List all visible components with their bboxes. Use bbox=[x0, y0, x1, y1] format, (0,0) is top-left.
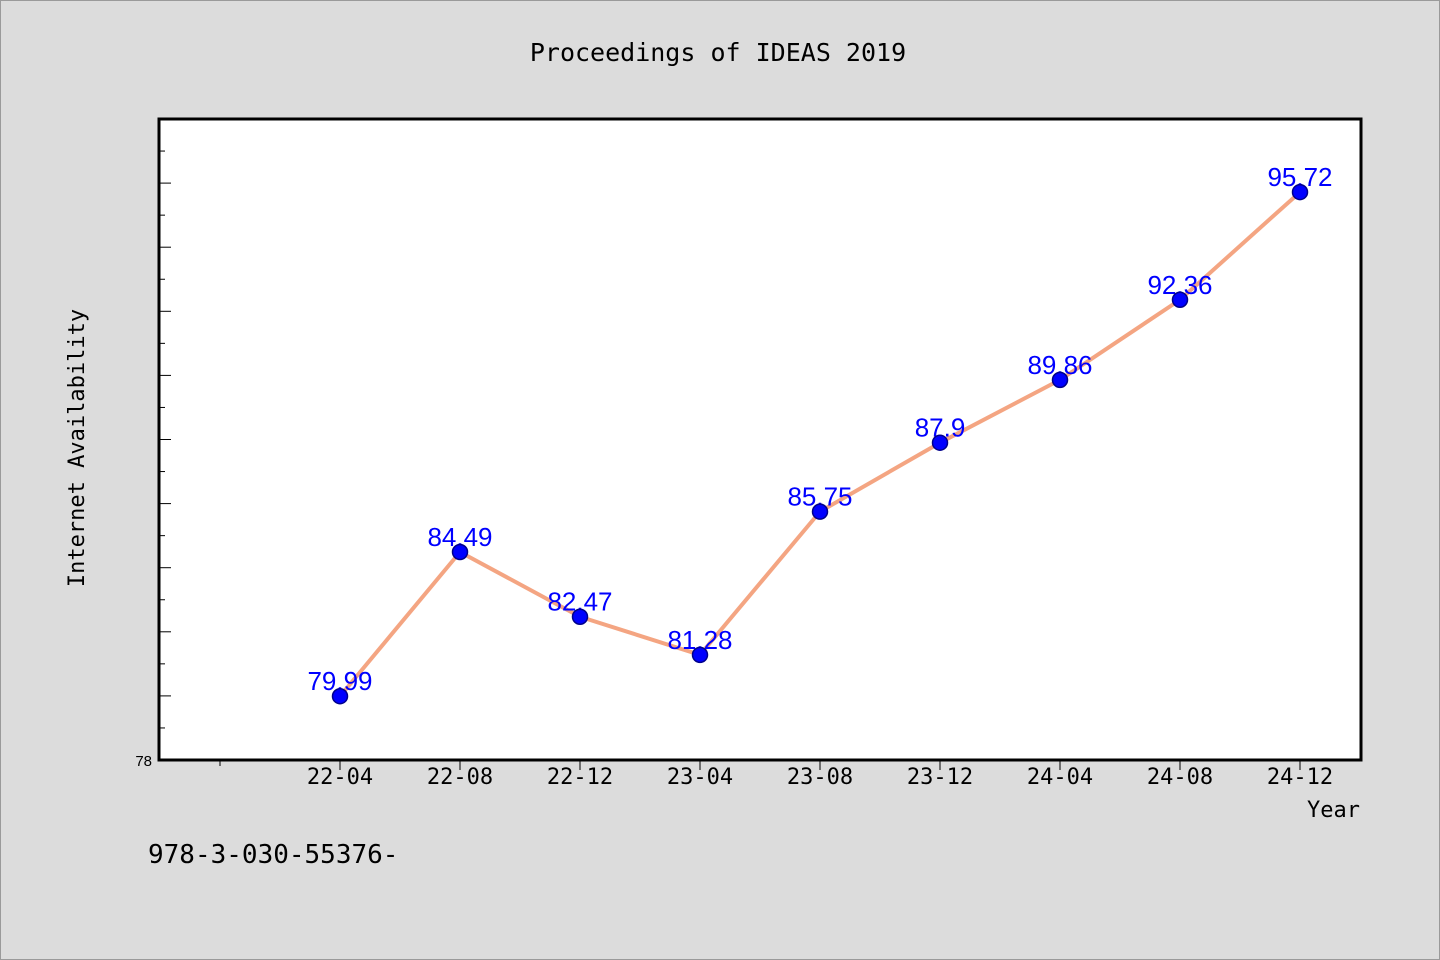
y-axis-ticks bbox=[159, 150, 171, 729]
data-point bbox=[571, 608, 589, 625]
data-point bbox=[931, 434, 949, 451]
x-tick-label: 23-08 bbox=[787, 765, 853, 790]
data-point bbox=[1291, 183, 1309, 201]
data-point bbox=[1051, 371, 1069, 389]
data-point bbox=[1171, 291, 1189, 309]
data-point bbox=[331, 687, 349, 705]
x-tick-label: 24-04 bbox=[1027, 765, 1093, 790]
x-tick-label: 23-04 bbox=[667, 765, 733, 790]
y-tick-label-min: 78 bbox=[135, 753, 152, 770]
x-tick-label: 22-08 bbox=[427, 765, 493, 790]
plot-area bbox=[157, 117, 1363, 762]
data-point bbox=[691, 646, 709, 664]
data-point bbox=[451, 543, 469, 561]
x-tick-label: 24-08 bbox=[1147, 765, 1213, 790]
x-tick-label: 24-12 bbox=[1267, 765, 1333, 790]
x-tick-label: 22-12 bbox=[547, 765, 613, 790]
chart-title: Proceedings of IDEAS 2019 bbox=[530, 38, 906, 67]
series-internet-availability: 79.9984.4982.4781.2885.7587.989.8692.369… bbox=[307, 162, 1333, 705]
x-axis-label: Year bbox=[1307, 798, 1360, 823]
x-tick-label: 22-04 bbox=[307, 765, 373, 790]
x-axis-ticks: 22-04 22-08 22-12 23-04 23-08 23-12 24-04 24-08… bbox=[219, 760, 1333, 790]
footer-isbn: 978-3-030-55376- bbox=[148, 840, 398, 870]
y-axis-label: Internet Availability bbox=[65, 309, 90, 587]
data-point bbox=[811, 503, 829, 520]
x-tick-label: 23-12 bbox=[907, 765, 973, 790]
